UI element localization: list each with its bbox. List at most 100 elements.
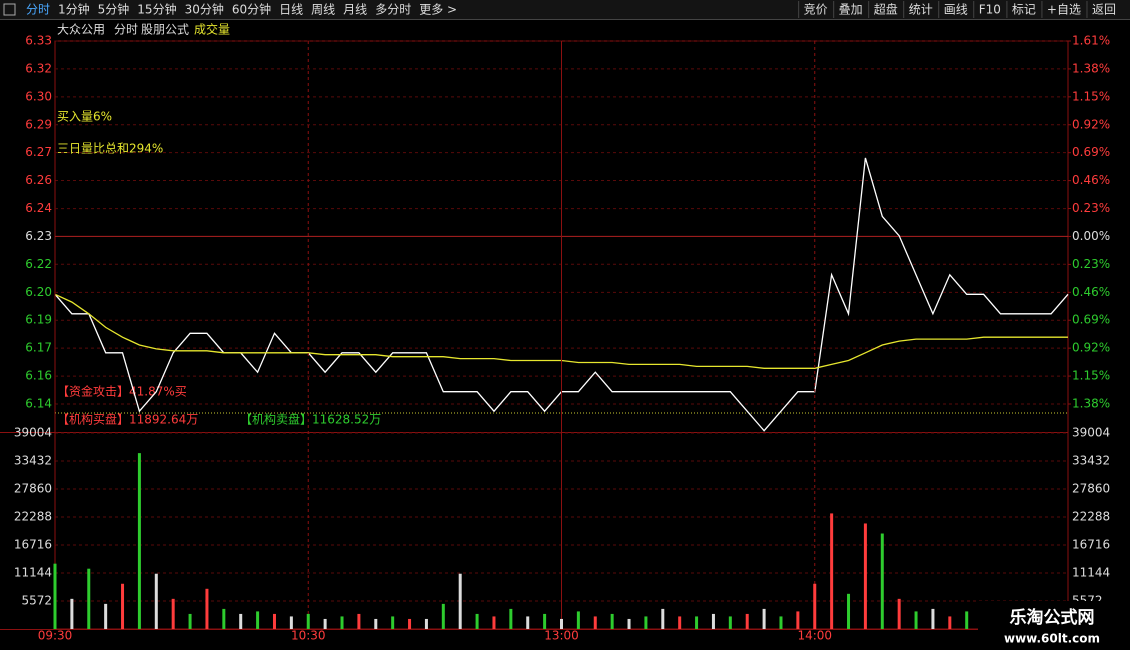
x-tick-label: 14:00 (797, 629, 832, 643)
toolbar-tab[interactable]: 15分钟 (137, 2, 176, 17)
y-tick-label: 33432 (14, 454, 52, 468)
volume-bar (863, 523, 867, 629)
y2-tick-label: 0.46% (1072, 173, 1110, 187)
toolbar-tab[interactable]: 多分时 (375, 3, 411, 17)
toolbar-tab[interactable]: 1分钟 (58, 2, 90, 17)
volume-bar (408, 618, 412, 629)
y2-tick-label: 33432 (1072, 454, 1110, 468)
y-tick-label: 6.33 (25, 34, 52, 48)
y2-tick-label: 1.38% (1072, 397, 1110, 411)
volume-bar (441, 603, 445, 629)
volume-bar (813, 583, 817, 629)
formula-name: 股朋公式 (141, 23, 189, 37)
y-tick-label: 6.24 (25, 201, 52, 215)
y-tick-label: 6.27 (25, 145, 52, 159)
toolbar-button[interactable]: 竞价 (804, 3, 828, 17)
toolbar-tab[interactable]: 分时 (26, 3, 50, 17)
toolbar-button[interactable]: 叠加 (839, 3, 863, 17)
volume-bar (154, 573, 158, 629)
y2-tick-label: 27860 (1072, 482, 1110, 496)
annotation: 【资金攻击】41.87%买 (57, 384, 187, 399)
y-tick-label: 6.16 (25, 369, 52, 383)
volume-bar (205, 588, 209, 629)
toolbar-button[interactable]: 画线 (944, 3, 968, 17)
volume-bar (914, 611, 918, 629)
volume-bar (762, 608, 766, 629)
toolbar-button[interactable]: +自选 (1047, 3, 1081, 17)
y2-tick-label: 22288 (1072, 510, 1110, 524)
y-tick-label: 11144 (14, 566, 52, 580)
toolbar-button[interactable]: 超盘 (874, 2, 898, 17)
y-tick-label: 27860 (14, 482, 52, 496)
volume-bar (272, 613, 276, 629)
annotation: 【机构买盘】11892.64万 (57, 412, 198, 427)
y-tick-label: 16716 (14, 538, 52, 552)
volume-bar (678, 616, 682, 629)
y2-tick-label: 1.61% (1072, 34, 1110, 48)
volume-bar (796, 611, 800, 629)
toolbar-icon[interactable] (3, 3, 16, 16)
volume-bar (931, 608, 935, 629)
indicator-name: 成交量 (194, 22, 230, 37)
y-tick-label: 6.23 (25, 229, 52, 243)
toolbar-tab[interactable]: 5分钟 (98, 2, 130, 17)
annotation: 三日量比总和294% (57, 142, 163, 156)
y2-tick-label: 1.38% (1072, 61, 1110, 75)
toolbar-tab[interactable]: 日线 (279, 3, 303, 17)
volume-bar (560, 618, 563, 629)
volume-bar (745, 613, 749, 629)
x-tick-label: 13:00 (544, 629, 579, 643)
volume-bar (188, 613, 192, 629)
volume-bar (340, 616, 344, 629)
y-tick-label: 6.22 (25, 257, 52, 271)
volume-bar (779, 616, 783, 629)
view-name: 分时 (114, 23, 138, 37)
y-tick-label: 5572 (21, 594, 52, 608)
annotation: 【机构卖盘】11628.52万 (240, 412, 381, 427)
volume-bar (239, 613, 243, 629)
toolbar-tab[interactable]: 30分钟 (185, 2, 224, 17)
volume-bar (830, 513, 834, 629)
volume-bar (323, 618, 327, 629)
volume-bar (137, 453, 141, 629)
volume-bar (289, 616, 293, 629)
toolbar-button[interactable]: 标记 (1012, 3, 1036, 17)
y2-tick-label: 11144 (1072, 566, 1110, 580)
toolbar-button[interactable]: 返回 (1092, 3, 1116, 17)
watermark-box (978, 601, 1130, 650)
watermark-url: www.60lt.com (1004, 632, 1100, 646)
toolbar-tab[interactable]: 月线 (343, 3, 367, 17)
annotation: 买入量6% (57, 110, 112, 124)
volume-bar (880, 533, 884, 629)
volume-bar (475, 613, 479, 629)
volume-bar (424, 618, 428, 629)
toolbar-button[interactable]: F10 (979, 3, 1001, 17)
volume-bar (87, 568, 91, 629)
y2-tick-label: 39004 (1072, 426, 1110, 440)
y-tick-label: 39004 (14, 426, 52, 440)
volume-bar (526, 616, 530, 629)
volume-bar (121, 583, 125, 629)
toolbar-tab[interactable]: 更多 > (419, 3, 457, 17)
toolbar (0, 0, 1130, 19)
volume-bar (306, 613, 310, 629)
y2-tick-label: 0.92% (1072, 341, 1110, 355)
y2-tick-label: 0.23% (1072, 257, 1110, 271)
y-tick-label: 6.17 (25, 341, 52, 355)
stock-name: 大众公用 (57, 23, 105, 37)
volume-bar (897, 598, 901, 629)
y-tick-label: 6.19 (25, 313, 52, 327)
volume-bar (627, 618, 631, 629)
y2-tick-label: 0.00% (1072, 229, 1110, 243)
toolbar-button[interactable]: 统计 (909, 3, 933, 17)
volume-bar (374, 618, 378, 629)
x-tick-label: 09:30 (38, 629, 73, 643)
toolbar-tab[interactable]: 60分钟 (232, 2, 271, 17)
volume-bar (965, 611, 969, 629)
volume-bar (492, 616, 496, 629)
volume-bar (104, 603, 108, 629)
y-tick-label: 6.20 (25, 285, 52, 299)
toolbar-tab[interactable]: 周线 (311, 3, 335, 17)
volume-bar (593, 616, 597, 629)
